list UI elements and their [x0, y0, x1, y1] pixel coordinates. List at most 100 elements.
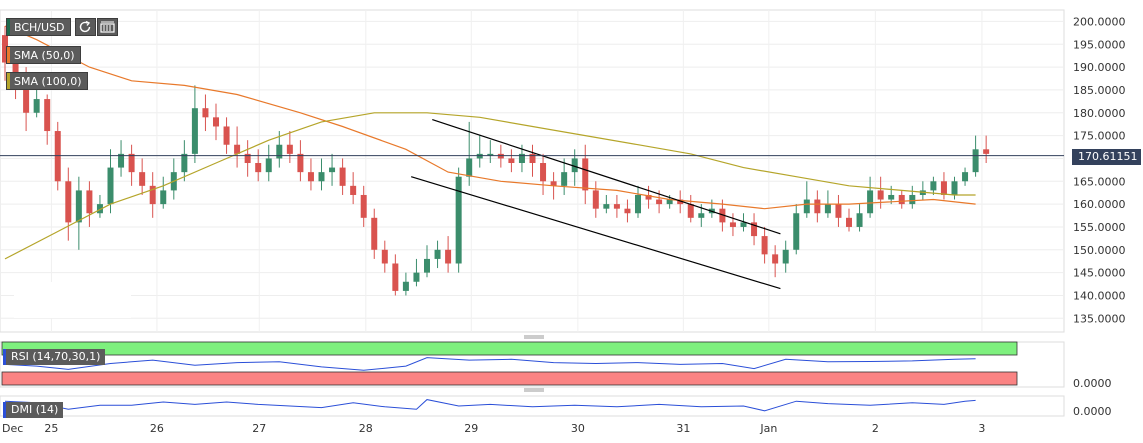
candle-body: [297, 153, 304, 173]
rsi-axis-value: 0.0000: [1073, 377, 1112, 390]
dmi-label[interactable]: DMI (14): [3, 402, 64, 418]
refresh-button[interactable]: [75, 18, 96, 36]
indicator-settings-button[interactable]: [97, 18, 118, 36]
candle-body: [603, 204, 610, 209]
indicator-sma-50[interactable]: SMA (50,0): [6, 46, 81, 64]
candle-body: [940, 181, 947, 195]
candle-body: [2, 35, 8, 63]
candle: [223, 117, 230, 154]
candle-body: [455, 176, 462, 264]
candle-body: [930, 181, 937, 191]
rsi-label[interactable]: RSI (14,70,30,1): [3, 349, 106, 365]
candle-body: [223, 126, 230, 145]
panel-splitter[interactable]: [524, 388, 544, 392]
candle-body: [835, 204, 842, 218]
candle-body: [392, 263, 399, 291]
candle: [814, 190, 821, 223]
rsi-label-text: RSI (14,70,30,1): [11, 350, 101, 363]
candle-body: [424, 258, 430, 273]
candle-body: [529, 153, 536, 164]
candle: [107, 149, 114, 214]
candle: [424, 245, 430, 278]
candle-body: [244, 153, 251, 164]
candle-body: [867, 190, 874, 214]
dmi-label-text: DMI (14): [11, 403, 59, 416]
candle-body: [561, 172, 568, 186]
candle: [191, 85, 198, 164]
trendline-upper: [432, 119, 781, 235]
candle-body: [213, 117, 219, 127]
x-tick-label: 29: [464, 422, 478, 435]
indicator-label: SMA (50,0): [14, 49, 75, 62]
panel-splitter[interactable]: [524, 335, 544, 339]
rsi-overbought-band: [1, 341, 1018, 356]
candle: [972, 135, 979, 177]
candle-body: [898, 194, 905, 205]
sma-100-line: [4, 112, 976, 260]
candle: [118, 140, 125, 177]
candle-body: [23, 89, 30, 113]
candle: [75, 176, 82, 250]
candle-body: [962, 172, 969, 182]
y-tick-label: 165.0000: [1073, 175, 1126, 188]
candle: [413, 258, 420, 287]
candle: [86, 181, 93, 227]
candle: [44, 94, 51, 145]
candle-body: [497, 153, 504, 159]
y-tick-label: 150.0000: [1073, 244, 1126, 257]
candle-body: [339, 167, 346, 186]
dmi-line: [4, 399, 976, 412]
candle-body: [286, 144, 293, 154]
candle-body: [719, 208, 726, 223]
candle-body: [793, 213, 800, 250]
candle-body: [677, 199, 684, 205]
y-tick-label: 190.0000: [1073, 61, 1126, 74]
candle-body: [65, 181, 72, 223]
indicator-sma-100[interactable]: SMA (100,0): [6, 72, 88, 90]
candle: [329, 153, 336, 186]
candle-body: [149, 185, 156, 205]
candle: [318, 158, 325, 191]
trendline-lower: [411, 176, 781, 290]
dmi-panel: [0, 395, 1065, 417]
candle: [371, 208, 378, 259]
y-tick-label: 155.0000: [1073, 221, 1126, 234]
current-price-value: 170.61151: [1078, 150, 1138, 163]
candle: [719, 199, 726, 232]
candle-body: [846, 217, 852, 227]
candle-body: [687, 204, 694, 218]
candle-body: [96, 204, 103, 214]
rsi-line: [4, 357, 976, 371]
candle-body: [803, 199, 810, 214]
candle: [244, 140, 251, 177]
candle-body: [329, 167, 336, 173]
candle-body: [160, 190, 167, 205]
candle: [592, 181, 599, 218]
candle-body: [666, 199, 673, 205]
x-tick-label: Dec: [2, 422, 23, 435]
candle-body: [508, 158, 515, 164]
candle: [867, 176, 874, 218]
candle: [360, 185, 367, 227]
symbol-label[interactable]: BCH/USD: [6, 18, 71, 36]
candle: [761, 226, 768, 264]
candle-body: [255, 163, 262, 173]
x-tick-label: 26: [150, 422, 164, 435]
candle: [687, 194, 694, 223]
candle: [983, 135, 990, 164]
candle: [234, 126, 241, 168]
candle: [529, 144, 536, 177]
candle-body: [181, 153, 188, 173]
indicator-label: SMA (100,0): [14, 75, 82, 88]
candle: [213, 103, 219, 141]
candle: [635, 185, 641, 218]
candle: [96, 194, 103, 218]
candle-body: [645, 194, 652, 200]
candle-body: [740, 222, 747, 227]
candle: [677, 190, 684, 214]
candle-body: [128, 153, 135, 173]
candle-body: [86, 190, 93, 214]
candle-body: [888, 194, 895, 200]
